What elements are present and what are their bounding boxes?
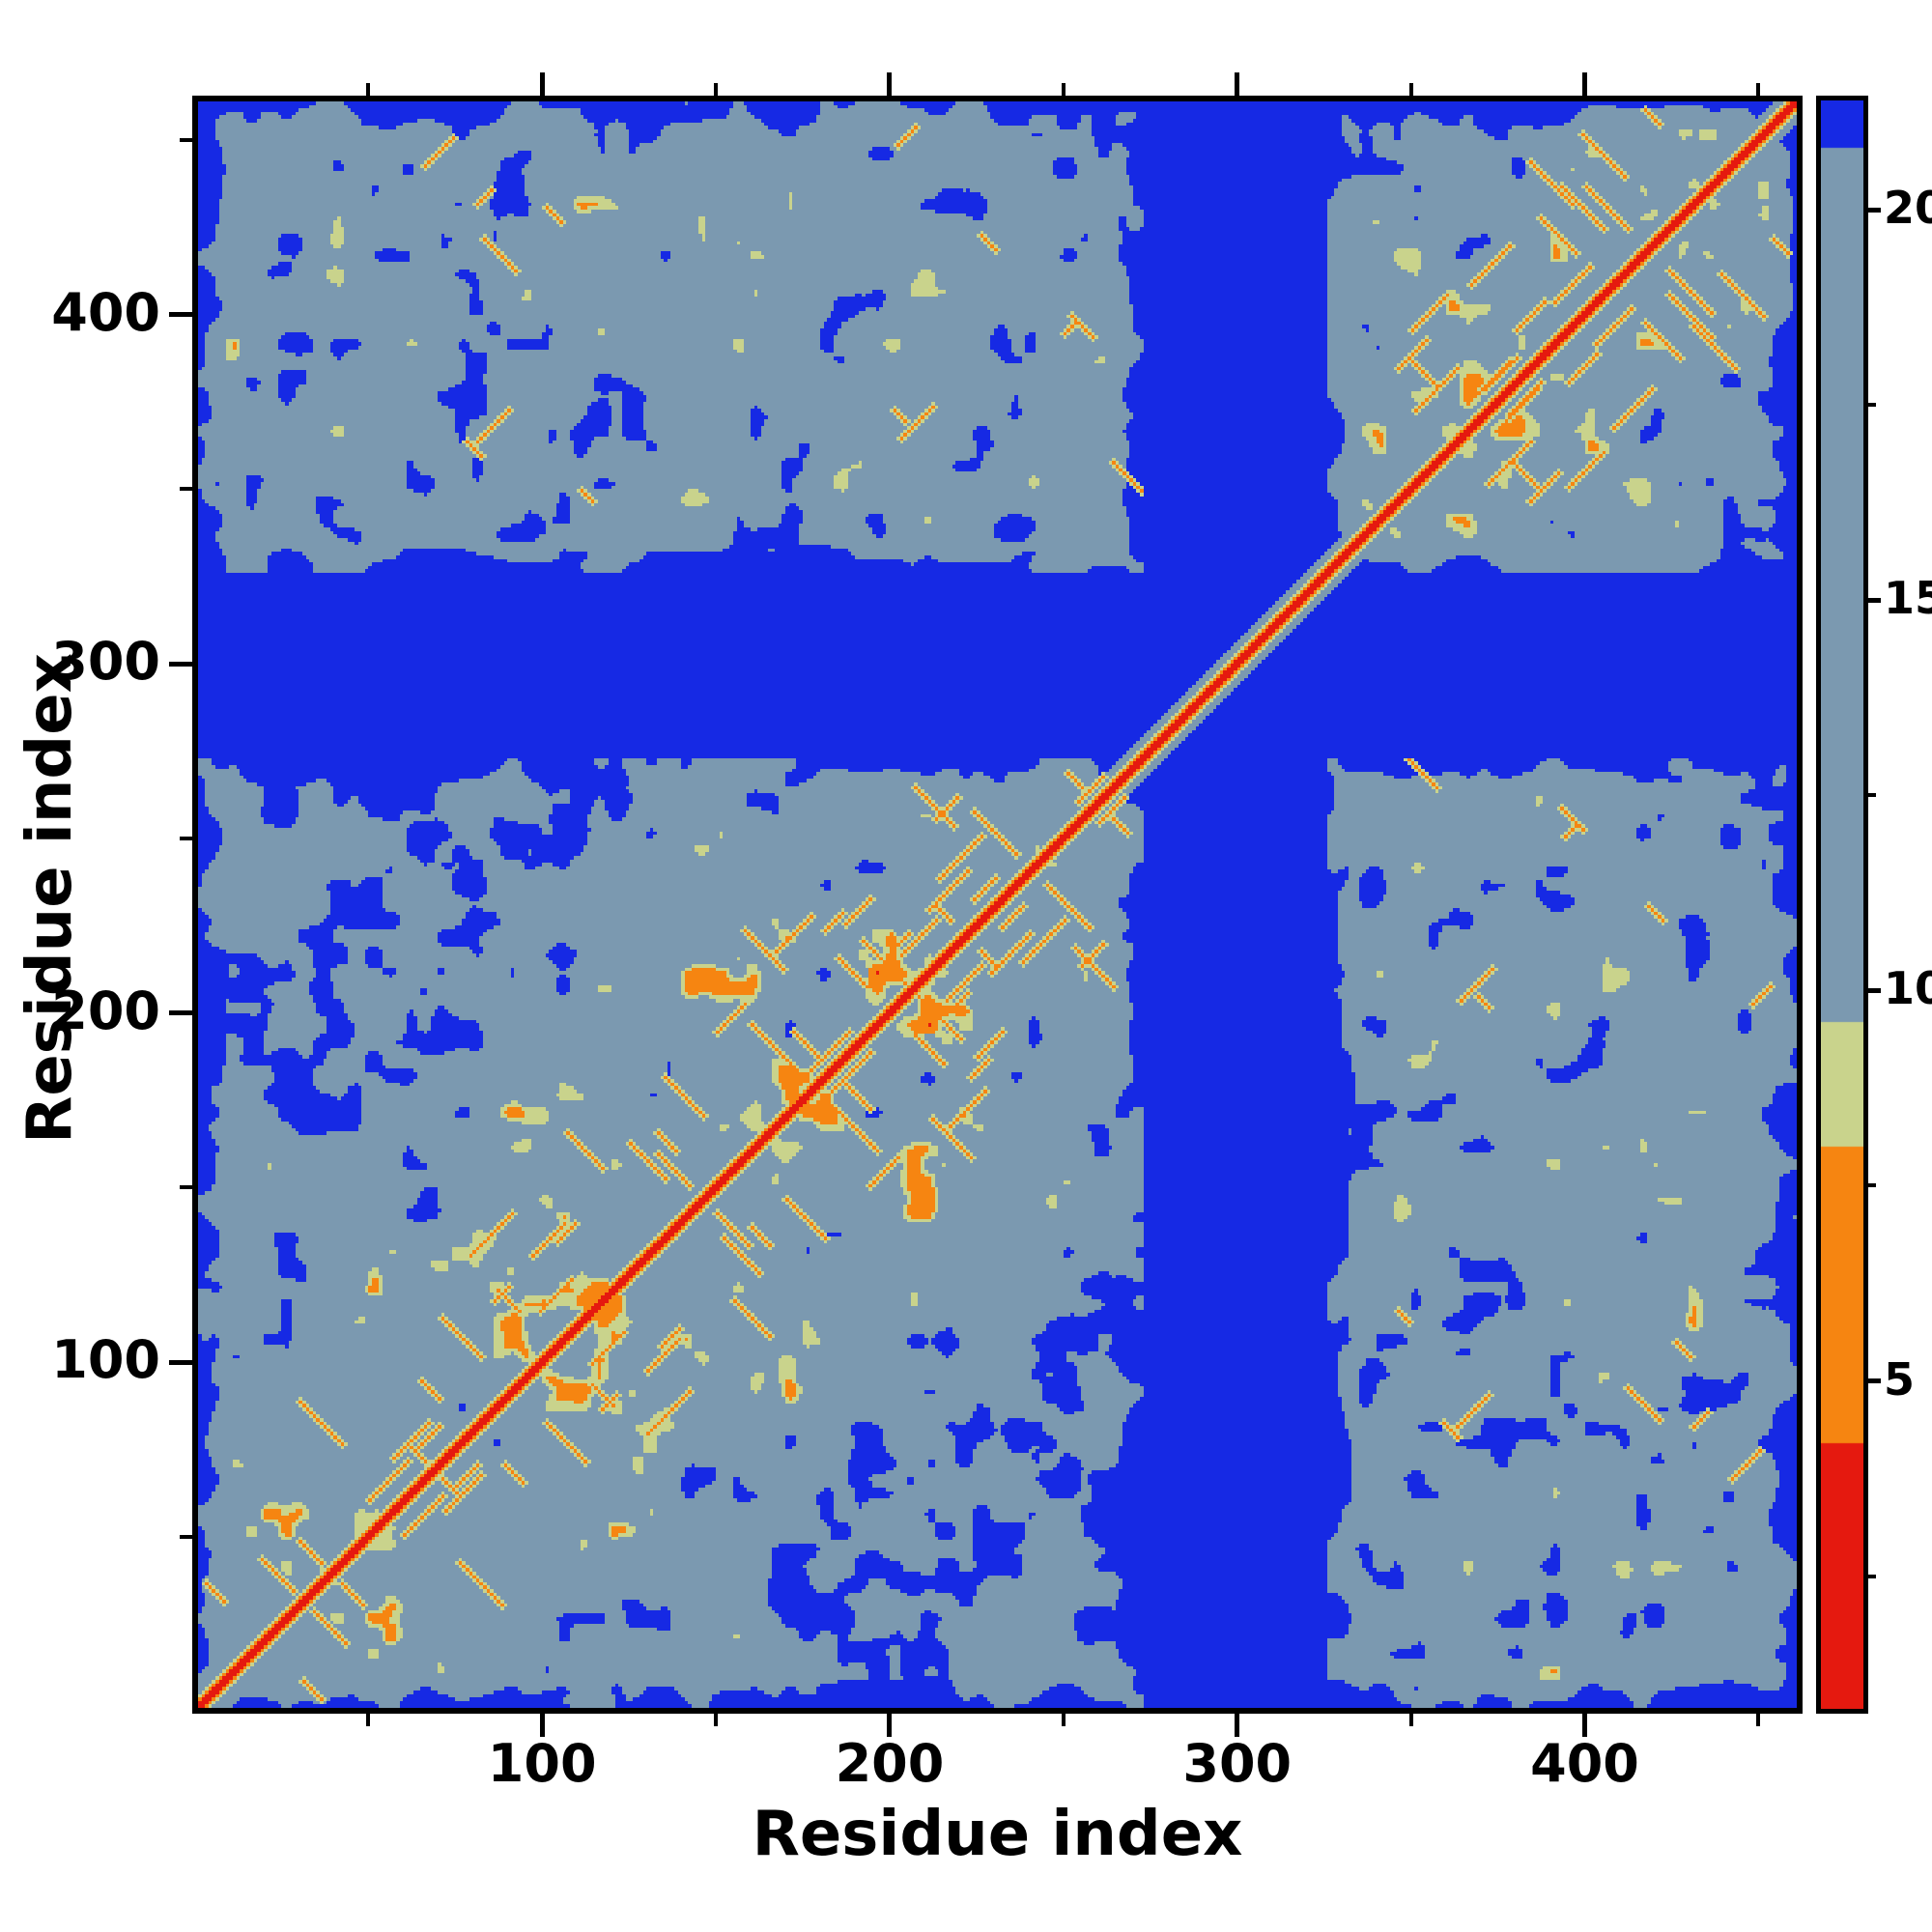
y-tick-label: 200 bbox=[51, 980, 160, 1041]
x-major-tick-top bbox=[1582, 72, 1588, 96]
y-major-tick bbox=[169, 1010, 192, 1016]
colorbar-major-tick bbox=[1868, 1378, 1881, 1384]
x-tick-label: 400 bbox=[1530, 1733, 1639, 1794]
colorbar-minor-tick bbox=[1868, 403, 1876, 408]
y-minor-tick bbox=[180, 836, 192, 840]
x-major-tick bbox=[539, 1714, 545, 1737]
colorbar-minor-tick bbox=[1868, 1574, 1876, 1578]
colorbar-tick-label: 15 bbox=[1884, 572, 1932, 625]
x-minor-tick bbox=[366, 1714, 371, 1726]
colorbar-tick-label: 10 bbox=[1884, 962, 1932, 1015]
x-minor-tick-top bbox=[1756, 83, 1761, 96]
y-minor-tick bbox=[180, 1185, 192, 1190]
x-major-tick bbox=[1582, 1714, 1588, 1737]
y-tick-label: 100 bbox=[51, 1329, 160, 1391]
colorbar-tick-label: 20 bbox=[1884, 182, 1932, 235]
x-major-tick bbox=[887, 1714, 893, 1737]
colorbar-tick-label: 5 bbox=[1884, 1352, 1916, 1406]
x-axis-title: Residue index bbox=[752, 1799, 1243, 1870]
y-tick-label: 400 bbox=[51, 281, 160, 343]
colorbar-minor-tick bbox=[1868, 793, 1876, 798]
x-tick-label: 100 bbox=[487, 1733, 597, 1794]
x-minor-tick bbox=[1408, 1714, 1413, 1726]
x-major-tick-top bbox=[1235, 72, 1240, 96]
y-minor-tick bbox=[180, 1534, 192, 1539]
y-major-tick bbox=[169, 661, 192, 667]
x-major-tick-top bbox=[887, 72, 893, 96]
y-minor-tick bbox=[180, 137, 192, 142]
x-minor-tick-top bbox=[1408, 83, 1413, 96]
colorbar-major-tick bbox=[1868, 987, 1881, 993]
x-minor-tick-top bbox=[714, 83, 719, 96]
colorbar-frame bbox=[1816, 96, 1868, 1714]
heatmap-frame bbox=[192, 96, 1803, 1714]
y-major-tick bbox=[169, 1359, 192, 1365]
x-tick-label: 200 bbox=[835, 1733, 945, 1794]
y-minor-tick bbox=[180, 487, 192, 492]
colorbar-major-tick bbox=[1868, 597, 1881, 603]
x-tick-label: 300 bbox=[1182, 1733, 1293, 1794]
x-major-tick bbox=[1235, 1714, 1240, 1737]
y-major-tick bbox=[169, 312, 192, 318]
heatmap-canvas bbox=[198, 101, 1797, 1708]
x-minor-tick-top bbox=[1061, 83, 1065, 96]
y-axis-title: Residue index bbox=[14, 653, 86, 1144]
x-major-tick-top bbox=[539, 72, 545, 96]
colorbar-major-tick bbox=[1868, 207, 1881, 213]
x-minor-tick bbox=[1756, 1714, 1761, 1726]
y-tick-label: 300 bbox=[51, 631, 160, 693]
colorbar-gradient bbox=[1821, 100, 1863, 1709]
colorbar-minor-tick bbox=[1868, 1183, 1876, 1188]
x-minor-tick bbox=[714, 1714, 719, 1726]
x-minor-tick bbox=[1061, 1714, 1065, 1726]
x-minor-tick-top bbox=[366, 83, 371, 96]
